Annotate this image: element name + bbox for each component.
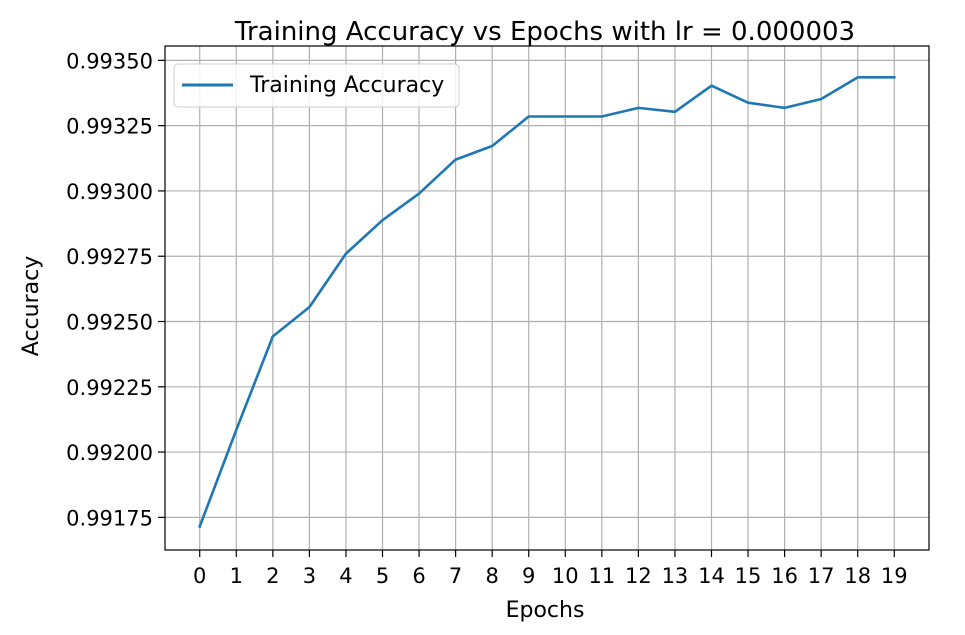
ticks: 0 1 2 3 4 5 6 7 8 9 10 11 12 13 14 15 16 17 18 190.991750.9…	[66, 49, 907, 588]
x-tick-label: 5	[376, 564, 389, 588]
legend-label: Training Accuracy	[249, 73, 444, 98]
grid	[165, 46, 929, 550]
x-tick-label: 11	[588, 564, 615, 588]
x-tick-label: 6	[412, 564, 425, 588]
x-tick-label: 13	[662, 564, 689, 588]
x-tick-label: 15	[735, 564, 762, 588]
y-tick-label: 0.99350	[66, 49, 153, 73]
y-tick-label: 0.99250	[66, 311, 153, 335]
x-axis-label: Epochs	[506, 598, 585, 623]
x-tick-label: 12	[625, 564, 652, 588]
x-tick-label: 8	[485, 564, 498, 588]
y-tick-label: 0.99275	[66, 245, 153, 269]
x-tick-label: 9	[522, 564, 535, 588]
x-tick-label: 0	[193, 564, 206, 588]
legend-box	[173, 63, 460, 108]
y-tick-label: 0.99200	[66, 441, 153, 465]
x-tick-label: 18	[844, 564, 871, 588]
x-tick-label: 2	[266, 564, 279, 588]
x-tick-label: 19	[881, 564, 908, 588]
y-tick-label: 0.99175	[66, 506, 153, 530]
series-line-training-accuracy	[198, 76, 896, 529]
x-tick-label: 14	[698, 564, 725, 588]
y-tick-label: 0.99325	[66, 115, 153, 139]
y-tick-label: 0.99225	[66, 376, 153, 400]
x-tick-label: 3	[303, 564, 316, 588]
y-tick-label: 0.99300	[66, 180, 153, 204]
chart-title: Training Accuracy vs Epochs with lr = 0.…	[234, 17, 855, 47]
x-tick-label: 7	[449, 564, 462, 588]
x-tick-label: 4	[339, 564, 352, 588]
x-tick-label: 16	[771, 564, 798, 588]
series-layer	[198, 76, 896, 529]
x-tick-label: 1	[230, 564, 243, 588]
y-axis-label: Accuracy	[19, 256, 44, 356]
plot-frame	[164, 45, 930, 551]
x-tick-label: 10	[552, 564, 579, 588]
legend: Training Accuracy	[173, 63, 460, 108]
x-tick-label: 17	[808, 564, 835, 588]
